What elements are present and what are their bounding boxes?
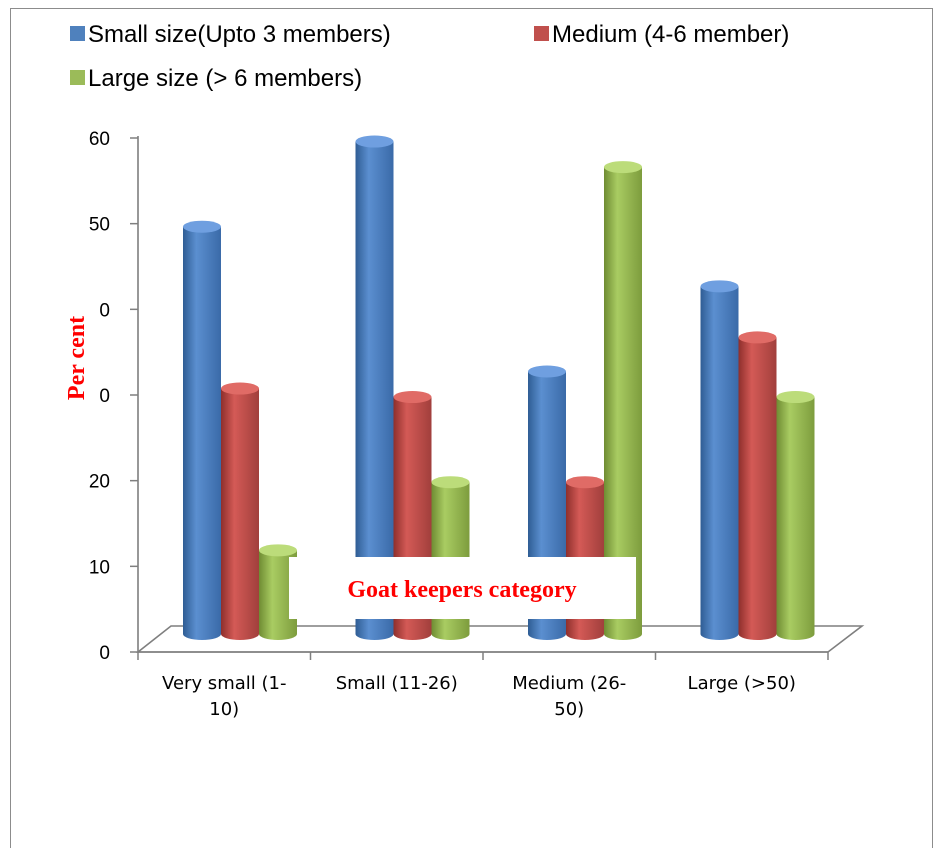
legend-swatch-series-1: [534, 26, 549, 41]
legend-swatch-series-0: [70, 26, 85, 41]
legend: Small size(Upto 3 members) Medium (4-6 m…: [70, 21, 789, 92]
y-axis-ticks: 0 10 20 0 0 50 60: [89, 129, 138, 664]
x-axis-label-box: [289, 557, 636, 619]
legend-swatch-series-2: [70, 70, 85, 85]
y-tick-label: 20: [89, 472, 110, 493]
bar: [259, 544, 297, 640]
x-axis-label: Goat keepers category: [347, 577, 576, 603]
bar: [221, 382, 259, 640]
y-tick-label: 10: [89, 557, 110, 578]
bar: [738, 331, 777, 640]
y-tick-label: 60: [89, 129, 110, 150]
legend-label-series-1: Medium (4-6 member): [552, 21, 789, 48]
x-tick-label: Large (>50): [688, 673, 796, 694]
legend-label-series-2: Large size (> 6 members): [88, 65, 362, 92]
bar: [355, 135, 394, 641]
x-tick-label: Medium (26-50): [512, 673, 626, 720]
y-tick-label: 0: [99, 643, 110, 664]
bar: [604, 161, 642, 640]
x-tick-label: Small (11-26): [336, 673, 458, 694]
y-tick-label: 50: [89, 215, 110, 236]
bar: [700, 280, 739, 640]
chart-frame: [10, 8, 933, 848]
y-tick-label: 0: [99, 386, 110, 407]
y-axis-label: Per cent: [64, 316, 90, 400]
y-tick-label: 0: [99, 300, 110, 321]
x-tick-label: Very small (1-10): [162, 673, 286, 720]
bar: [776, 391, 815, 640]
x-axis-ticks: Very small (1-10) Small (11-26) Medium (26…: [137, 652, 829, 720]
legend-label-series-0: Small size(Upto 3 members): [88, 21, 391, 48]
bar: [183, 220, 221, 640]
